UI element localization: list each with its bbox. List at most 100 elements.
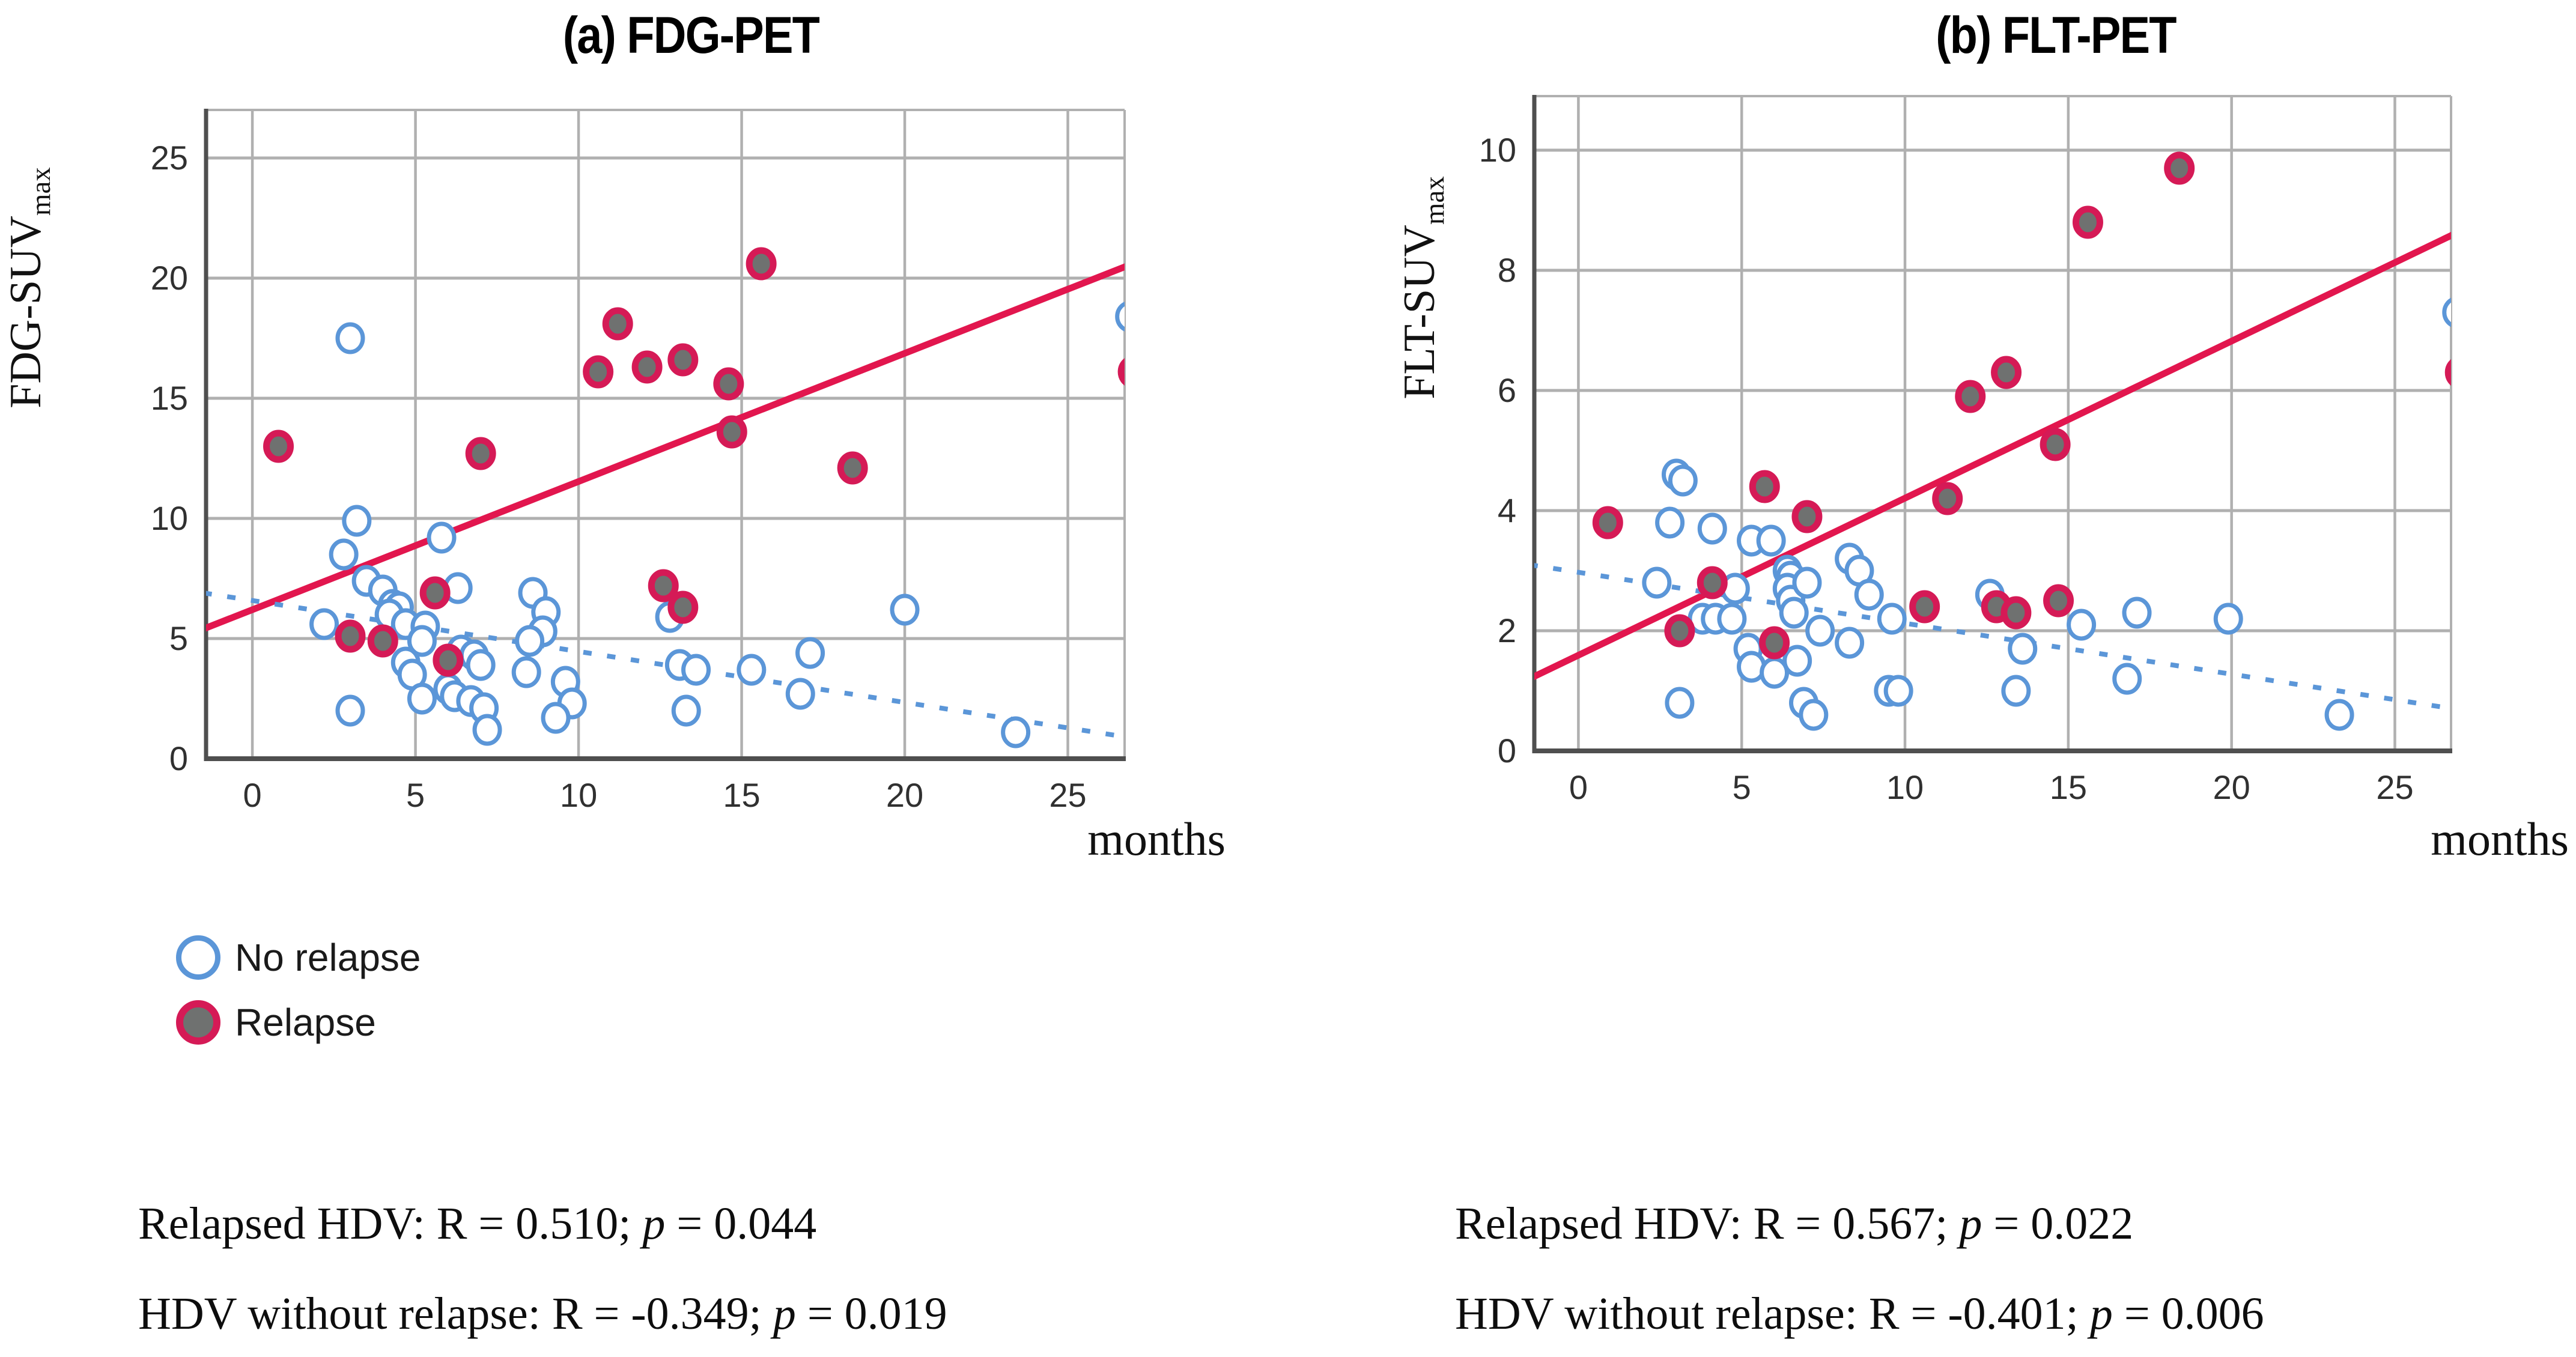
- stats-text: = 0.006: [2112, 1289, 2264, 1339]
- point-no-relapse: [2112, 663, 2142, 695]
- stats-p-symbol: p: [1959, 1198, 1982, 1249]
- stats-line-relapsed-fdg: Relapsed HDV: R = 0.510; p = 0.044: [138, 1179, 947, 1269]
- no-relapse-marker-icon: [176, 935, 220, 980]
- scatter-plot-fdg: 0 5 10 15 20 25 0 5 10 15 20 25: [151, 109, 1126, 814]
- point-relapse: [1592, 506, 1623, 539]
- y-tick-label: 0: [1498, 732, 1516, 770]
- stats-text: Relapsed HDV: R = 0.510;: [138, 1198, 643, 1249]
- stats-line-no-relapse-fdg: HDV without relapse: R = -0.349; p = 0.0…: [138, 1269, 947, 1357]
- y-tick-label: 5: [169, 619, 188, 657]
- stats-line-relapsed-flt: Relapsed HDV: R = 0.567; p = 0.022: [1455, 1179, 2264, 1269]
- panel-a-title: (a) FDG-PET: [562, 7, 820, 64]
- point-no-relapse: [1697, 512, 1727, 545]
- point-no-relapse: [472, 714, 502, 746]
- y-tick-label: 2: [1498, 612, 1516, 649]
- point-relapse: [465, 437, 496, 470]
- stats-block-fdg: Relapsed HDV: R = 0.510; p = 0.044 HDV w…: [138, 1179, 947, 1357]
- trend-lines: [206, 263, 1125, 739]
- point-relapse: [1697, 566, 1728, 600]
- point-relapse: [263, 430, 294, 463]
- point-no-relapse: [1805, 615, 1835, 647]
- x-tick-label: 20: [2213, 768, 2250, 806]
- point-no-relapse: [2442, 297, 2451, 327]
- point-relapse: [602, 307, 633, 341]
- scatter-points: [1592, 151, 2451, 731]
- stats-text: Relapsed HDV: R = 0.567;: [1455, 1198, 1960, 1249]
- point-relapse: [667, 343, 699, 377]
- stats-block-flt: Relapsed HDV: R = 0.567; p = 0.022 HDV w…: [1455, 1179, 2264, 1357]
- point-no-relapse: [785, 678, 815, 710]
- point-no-relapse: [2001, 675, 2031, 707]
- point-no-relapse: [1717, 603, 1747, 635]
- x-tick-label: 0: [243, 776, 262, 814]
- point-no-relapse: [1668, 464, 1698, 497]
- stats-text: = 0.019: [795, 1289, 947, 1339]
- y-tick-label: 0: [169, 739, 188, 777]
- x-tick-label: 15: [723, 776, 760, 814]
- stats-p-symbol: p: [2089, 1289, 2113, 1339]
- point-no-relapse: [541, 702, 571, 734]
- point-relapse: [2040, 428, 2071, 461]
- stats-text: HDV without relapse: R = -0.349;: [138, 1289, 773, 1339]
- point-relapse: [2000, 596, 2032, 630]
- panel-a-y-axis-label-subscript: max: [25, 167, 56, 216]
- point-relapse: [716, 415, 747, 449]
- point-relapse: [419, 576, 451, 610]
- scatter-points: [263, 247, 1125, 748]
- point-relapse: [1759, 626, 1790, 660]
- point-no-relapse: [1655, 506, 1685, 539]
- point-no-relapse: [335, 694, 365, 727]
- point-no-relapse: [1835, 627, 1865, 659]
- stats-text: = 0.022: [1982, 1198, 2134, 1249]
- x-tick-label: 0: [1569, 768, 1588, 806]
- y-tick-label: 4: [1498, 491, 1516, 529]
- point-no-relapse: [1665, 687, 1695, 719]
- point-no-relapse: [2122, 597, 2152, 629]
- panel-a-x-axis-label: months: [1087, 813, 1226, 865]
- gridlines: [206, 109, 1126, 759]
- x-tick-label: 10: [560, 776, 597, 814]
- point-no-relapse: [795, 637, 825, 669]
- point-no-relapse: [1799, 699, 1829, 731]
- point-relapse: [1932, 482, 1963, 515]
- point-relapse: [2072, 205, 2103, 239]
- point-no-relapse: [466, 649, 496, 681]
- point-relapse: [2043, 584, 2074, 618]
- point-no-relapse: [1883, 675, 1913, 707]
- x-tick-label: 20: [886, 776, 923, 814]
- point-no-relapse: [1642, 566, 1672, 599]
- tick-labels: 0 5 10 15 20 25 0 5 10 15 20 25: [151, 139, 1087, 814]
- point-no-relapse: [1877, 603, 1907, 635]
- point-no-relapse: [329, 538, 359, 571]
- legend-item-no-relapse: No relapse: [176, 930, 421, 985]
- point-relapse: [648, 569, 679, 603]
- point-no-relapse: [1115, 302, 1125, 332]
- relapse-trend-line: [1534, 231, 2451, 681]
- point-no-relapse: [407, 682, 437, 715]
- point-relapse: [2444, 359, 2451, 386]
- point-no-relapse: [2067, 609, 2097, 641]
- point-no-relapse: [1779, 597, 1809, 629]
- legend-label-no-relapse: No relapse: [235, 936, 421, 979]
- point-relapse: [1955, 380, 1986, 413]
- point-relapse: [2164, 151, 2195, 185]
- point-no-relapse: [1854, 578, 1884, 611]
- point-relapse: [667, 590, 699, 624]
- y-tick-label: 20: [151, 259, 188, 297]
- x-tick-label: 5: [1733, 768, 1751, 806]
- point-no-relapse: [511, 656, 541, 688]
- point-no-relapse: [737, 654, 767, 686]
- relapse-marker-icon: [176, 1000, 220, 1045]
- point-no-relapse: [1001, 716, 1031, 748]
- point-no-relapse: [1756, 524, 1786, 557]
- x-tick-label: 25: [1049, 776, 1086, 814]
- point-no-relapse: [309, 608, 339, 640]
- y-tick-label: 10: [151, 499, 188, 537]
- x-tick-label: 5: [406, 776, 425, 814]
- legend-label-relapse: Relapse: [235, 1001, 376, 1044]
- point-relapse: [1909, 590, 1940, 624]
- tick-labels: 0 5 10 15 20 25 0 2 4 6 8 10: [1479, 131, 2414, 806]
- point-relapse: [746, 247, 777, 281]
- point-relapse: [1117, 358, 1125, 386]
- point-relapse: [367, 624, 398, 658]
